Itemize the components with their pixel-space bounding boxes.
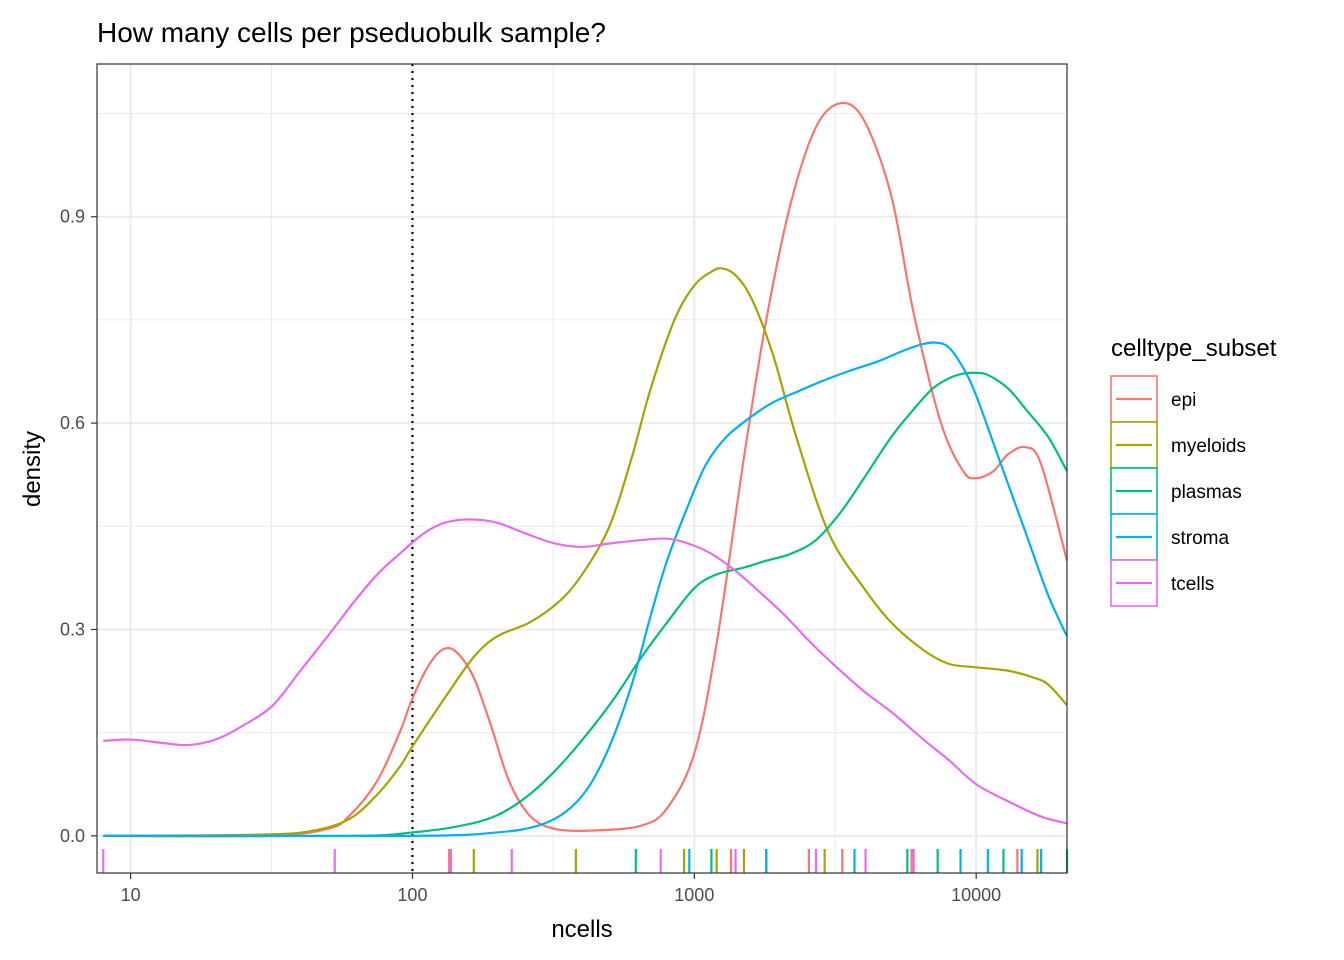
- minor-grid: [97, 64, 1067, 873]
- density-curve-epi: [103, 101, 1069, 838]
- legend-label-stroma: stroma: [1171, 528, 1230, 549]
- y-axis: 0.0 0.3 0.6 0.9: [60, 207, 97, 846]
- legend-item-stroma: stroma: [1110, 513, 1230, 561]
- density-curve-myeloids: [103, 267, 1068, 837]
- rug-marks: [102, 849, 1069, 873]
- legend-item-tcells: tcells: [1110, 559, 1214, 607]
- panel-border: [96, 63, 1068, 874]
- y-tick-label-0.6: 0.6: [60, 413, 85, 433]
- y-tick-label-0: 0.0: [60, 826, 85, 846]
- legend-label-myeloids: myeloids: [1171, 436, 1246, 457]
- legend-label-plasmas: plasmas: [1171, 482, 1242, 503]
- y-axis-title: density: [19, 431, 46, 507]
- x-tick-label-10000: 10000: [951, 885, 1001, 905]
- legend-title: celltype_subset: [1111, 335, 1277, 362]
- y-tick-label-0.9: 0.9: [60, 207, 85, 227]
- chart-title: How many cells per pseduobulk sample?: [97, 17, 606, 48]
- plot-panel: [96, 63, 1069, 874]
- x-tick-label-10: 10: [121, 885, 141, 905]
- legend: celltype_subset epi myeloids plasmas stroma…: [1110, 335, 1277, 607]
- density-curve-stroma: [103, 341, 1069, 838]
- panel-background: [97, 64, 1067, 873]
- x-axis-title: ncells: [551, 916, 612, 943]
- legend-label-tcells: tcells: [1171, 574, 1214, 595]
- x-tick-label-100: 100: [397, 885, 427, 905]
- x-axis: 10 100 1000 10000: [121, 873, 1001, 905]
- density-curve-tcells: [103, 518, 1068, 825]
- x-tick-label-1000: 1000: [674, 885, 714, 905]
- legend-item-myeloids: myeloids: [1110, 421, 1246, 469]
- density-curve-plasmas: [103, 371, 1068, 838]
- y-tick-label-0.3: 0.3: [60, 619, 85, 639]
- legend-label-epi: epi: [1171, 390, 1196, 411]
- legend-item-epi: epi: [1110, 375, 1196, 423]
- density-curves: [103, 101, 1069, 838]
